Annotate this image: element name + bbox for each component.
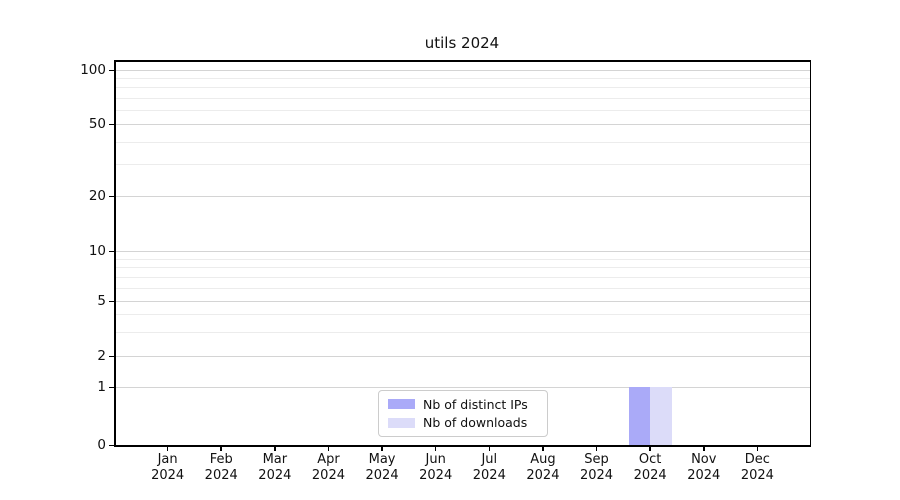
x-tick-label: Jul 2024 xyxy=(472,452,506,483)
y-tick-mark xyxy=(109,123,114,125)
x-tick-mark xyxy=(381,446,383,451)
gridline-minor xyxy=(115,97,810,99)
x-tick-label: Jan 2024 xyxy=(151,452,185,483)
x-tick-label: Oct 2024 xyxy=(633,452,667,483)
x-tick-label: Mar 2024 xyxy=(258,452,292,483)
gridline-minor xyxy=(115,78,810,80)
gridline-major xyxy=(115,356,810,357)
gridline-minor xyxy=(115,276,810,278)
x-tick-mark xyxy=(274,446,276,451)
bar-downloads xyxy=(650,387,672,445)
right-spine xyxy=(809,60,811,447)
y-tick-label: 100 xyxy=(80,62,106,78)
y-tick-label: 50 xyxy=(88,116,106,132)
gridline-minor xyxy=(115,141,810,143)
y-tick-label: 1 xyxy=(97,379,106,395)
x-tick-label: Feb 2024 xyxy=(204,452,238,483)
x-tick-label: Apr 2024 xyxy=(311,452,345,483)
gridline-minor xyxy=(115,267,810,269)
x-tick-label: Sep 2024 xyxy=(579,452,614,483)
x-tick-mark xyxy=(703,446,705,451)
legend: Nb of distinct IPs Nb of downloads xyxy=(378,390,548,437)
left-spine xyxy=(114,60,116,447)
y-tick-mark xyxy=(109,195,114,197)
gridline-major xyxy=(115,251,810,252)
x-tick-mark xyxy=(327,446,330,451)
top-spine xyxy=(114,60,811,62)
gridline-major xyxy=(115,124,810,125)
legend-label-distinct-ips: Nb of distinct IPs xyxy=(423,396,528,412)
gridline-major xyxy=(115,196,810,197)
x-tick-label: Dec 2024 xyxy=(740,452,774,483)
y-tick-label: 20 xyxy=(88,188,106,204)
x-tick-mark xyxy=(756,446,759,451)
y-tick-label: 0 xyxy=(97,437,106,453)
gridline-minor xyxy=(115,109,810,111)
y-tick-mark xyxy=(109,355,114,357)
gridline-minor xyxy=(115,87,810,89)
x-tick-mark xyxy=(542,446,544,451)
gridline-major xyxy=(115,301,810,302)
gridline-minor xyxy=(115,287,810,289)
x-tick-label: Aug 2024 xyxy=(526,452,560,483)
x-tick-mark xyxy=(220,446,222,451)
legend-label-downloads: Nb of downloads xyxy=(423,415,528,431)
gridline-minor xyxy=(115,258,810,260)
legend-item-downloads: Nb of downloads xyxy=(388,415,538,430)
y-tick-label: 2 xyxy=(97,348,106,364)
x-tick-label: Jun 2024 xyxy=(419,452,453,483)
x-tick-mark xyxy=(434,446,437,451)
y-tick-mark xyxy=(109,69,114,71)
legend-swatch-downloads xyxy=(388,417,415,428)
y-tick-mark xyxy=(109,386,114,388)
gridline-major xyxy=(115,387,810,388)
gridline-minor xyxy=(115,314,810,316)
bottom-spine xyxy=(114,445,811,447)
chart-title: utils 2024 xyxy=(424,34,500,52)
x-tick-mark xyxy=(488,446,491,451)
y-tick-label: 5 xyxy=(97,293,106,309)
gridline-minor xyxy=(115,164,810,166)
x-tick-mark xyxy=(595,446,598,451)
gridline-minor xyxy=(115,331,810,333)
y-tick-mark xyxy=(109,444,114,446)
x-tick-label: May 2024 xyxy=(365,452,399,483)
bar-distinct-ips xyxy=(628,387,651,445)
y-tick-mark xyxy=(109,300,114,302)
x-tick-mark xyxy=(649,446,651,451)
gridline-major xyxy=(115,70,810,71)
y-tick-label: 10 xyxy=(88,243,106,259)
x-tick-label: Nov 2024 xyxy=(687,452,721,483)
x-tick-mark xyxy=(166,446,169,451)
legend-item-distinct-ips: Nb of distinct IPs xyxy=(388,397,538,412)
y-tick-mark xyxy=(109,250,114,252)
legend-swatch-distinct-ips xyxy=(388,399,415,410)
